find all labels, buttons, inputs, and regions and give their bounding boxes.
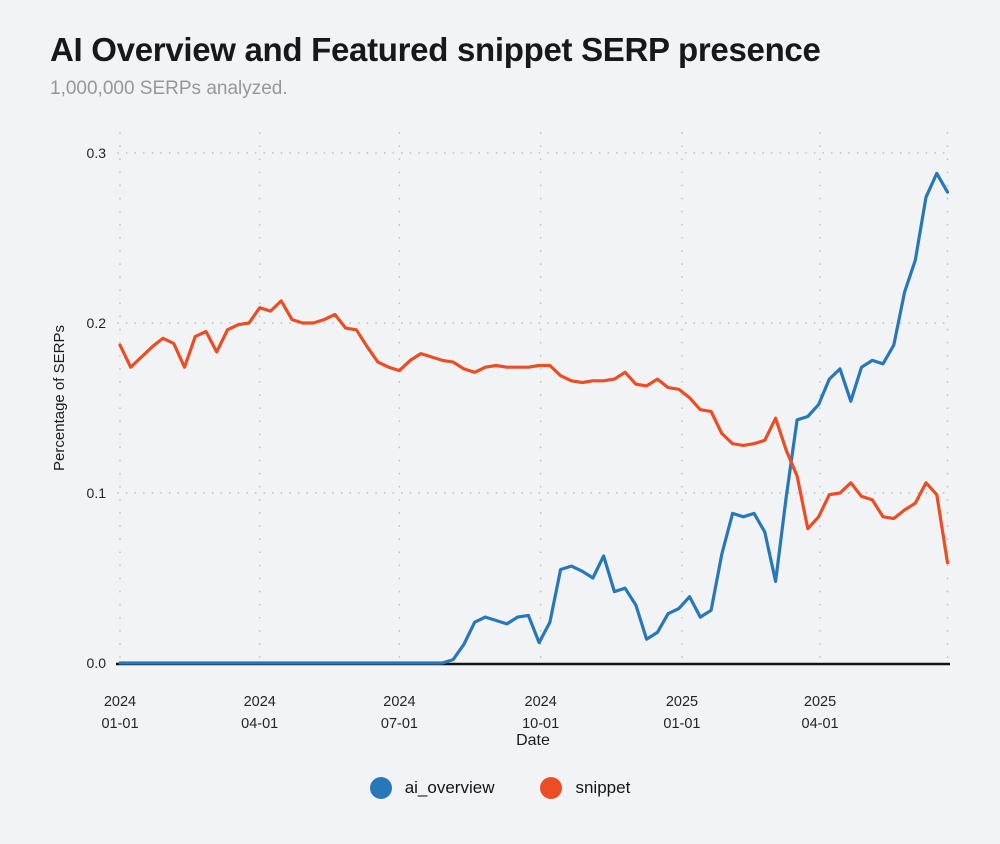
y-tick-label: 0.3 <box>87 145 107 161</box>
legend-dot-icon <box>369 777 392 799</box>
x-tick-label: 2025 01-01 <box>663 694 700 732</box>
series-line-ai_overview <box>118 171 950 665</box>
x-axis-title: Date <box>516 732 550 749</box>
legend-label-snippet: snippet <box>575 778 631 797</box>
legend-dot-icon <box>540 777 563 799</box>
x-tick-label: 2025 04-01 <box>802 694 839 732</box>
chart-title: AI Overview and Featured snippet SERP pr… <box>50 31 821 68</box>
y-axis-title: Percentage of SERPs <box>51 325 68 471</box>
series-line-snippet <box>118 299 950 565</box>
legend-label-ai-overview: ai_overview <box>404 778 495 797</box>
chart-header: AI Overview and Featured snippet SERP pr… <box>50 30 970 100</box>
legend-item-ai-overview: ai_overview <box>369 777 495 799</box>
x-tick-label: 2024 07-01 <box>381 694 418 732</box>
chart-legend: ai_overview snippet <box>0 777 1000 799</box>
y-tick-label: 0.0 <box>87 655 107 671</box>
chart-subtitle: 1,000,000 SERPs analyzed. <box>50 77 288 99</box>
x-tick-label: 2024 01-01 <box>101 694 138 732</box>
y-tick-label: 0.2 <box>87 315 107 331</box>
x-tick-label: 2024 04-01 <box>241 694 278 732</box>
x-tick-label: 2024 10-01 <box>522 694 559 732</box>
legend-item-snippet: snippet <box>540 777 630 799</box>
y-tick-label: 0.1 <box>87 485 107 501</box>
